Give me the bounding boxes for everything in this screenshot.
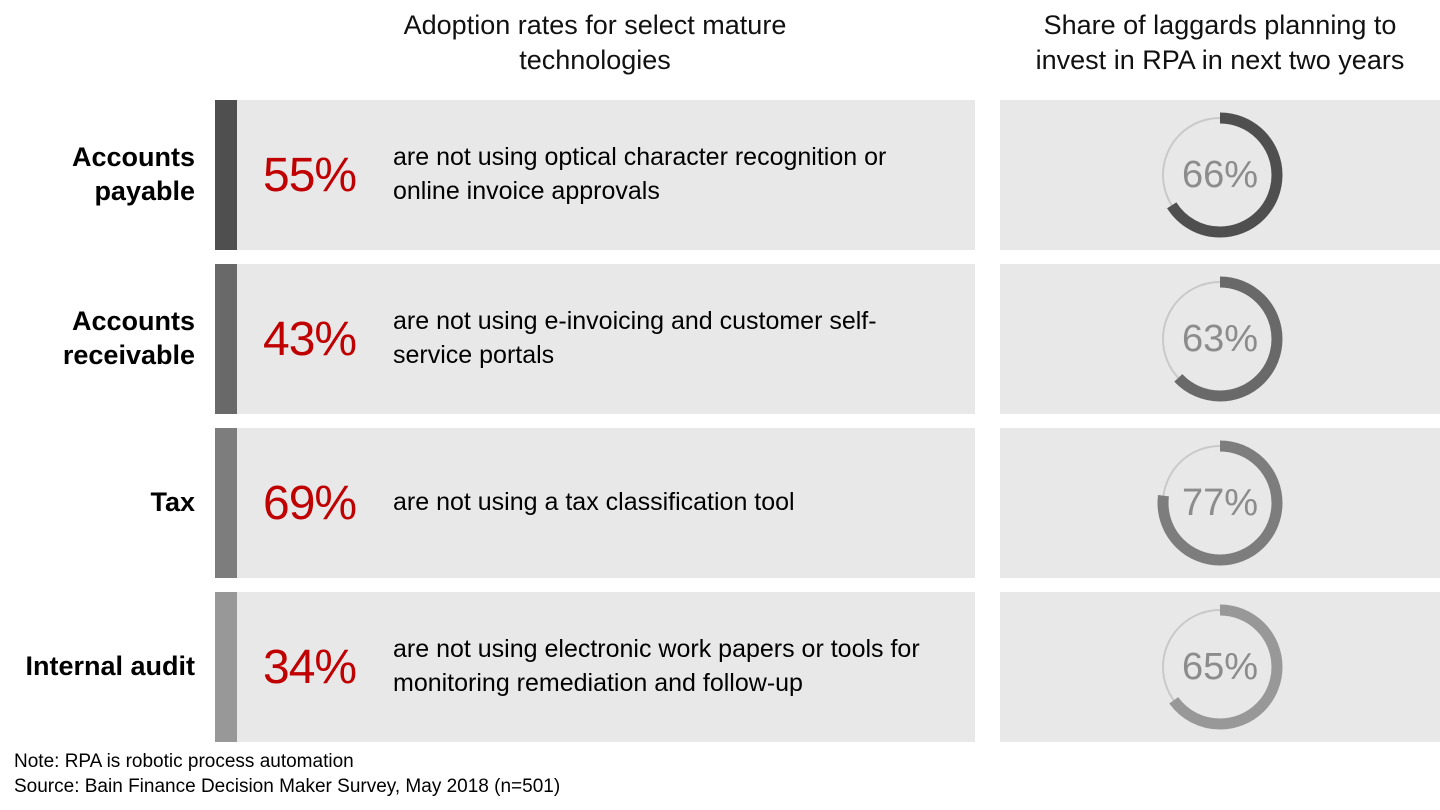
rpa-donut-panel: 77% [1000,428,1440,579]
adoption-percentage: 43% [263,312,357,366]
rpa-donut-panel: 63% [1000,264,1440,415]
donut-svg [1157,112,1283,238]
note-line: Note: RPA is robotic process automation [14,750,354,772]
row-label: Accounts receivable [62,306,195,371]
donut-arc [1157,112,1283,238]
chart-row-tax: Tax 69% are not using a tax classificati… [0,428,1440,579]
rpa-percentage: 63% [1181,317,1259,360]
rpa-percentage: 77% [1181,481,1259,524]
row-label: Tax [150,487,195,518]
donut-chart: 63% [1152,271,1288,407]
rpa-donut-panel: 65% [1000,592,1440,743]
footnotes: Note: RPA is robotic process automation … [14,749,560,800]
adoption-stat-panel: 34% are not using electronic work papers… [215,592,975,743]
rpa-percentage: 66% [1181,153,1259,196]
chart-row-internal-audit: Internal audit 34% are not using electro… [0,592,1440,743]
donut-arc [1157,604,1283,730]
adoption-description: are not using e-invoicing and customer s… [393,307,877,370]
adoption-percentage: 34% [263,640,357,694]
adoption-description: are not using electronic work papers or … [393,635,920,698]
source-line: Source: Bain Finance Decision Maker Surv… [14,776,561,798]
category-color-bar [215,264,237,415]
donut-svg [1157,276,1283,402]
donut-svg [1157,604,1283,730]
category-color-bar [215,100,237,251]
adoption-stat-panel: 43% are not using e-invoicing and custom… [215,264,975,415]
chart-row-accounts-receivable: Accounts receivable 43% are not using e-… [0,264,1440,415]
donut-chart: 77% [1152,435,1288,571]
row-label: Accounts payable [71,142,195,207]
donut-chart: 65% [1152,599,1288,735]
rpa-percentage: 65% [1181,645,1259,688]
rpa-donut-panel: 66% [1000,100,1440,251]
left-column-title: Adoption rates for select mature technol… [403,10,787,76]
adoption-description: are not using optical character recognit… [393,143,887,206]
adoption-stat-panel: 55% are not using optical character reco… [215,100,975,251]
donut-chart: 66% [1152,107,1288,243]
donut-arc [1157,276,1283,402]
adoption-stat-panel: 69% are not using a tax classification t… [215,428,975,579]
adoption-description: are not using a tax classification tool [393,488,795,517]
category-color-bar [215,592,237,743]
adoption-percentage: 55% [263,148,357,202]
column-headers: Adoption rates for select mature technol… [0,8,1440,78]
right-column-title: Share of laggards planning to invest in … [1035,10,1405,76]
row-label: Internal audit [25,651,195,682]
category-color-bar [215,428,237,579]
donut-arc [1157,440,1283,566]
chart-row-accounts-payable: Accounts payable 55% are not using optic… [0,100,1440,251]
donut-svg [1157,440,1283,566]
adoption-percentage: 69% [263,476,357,530]
